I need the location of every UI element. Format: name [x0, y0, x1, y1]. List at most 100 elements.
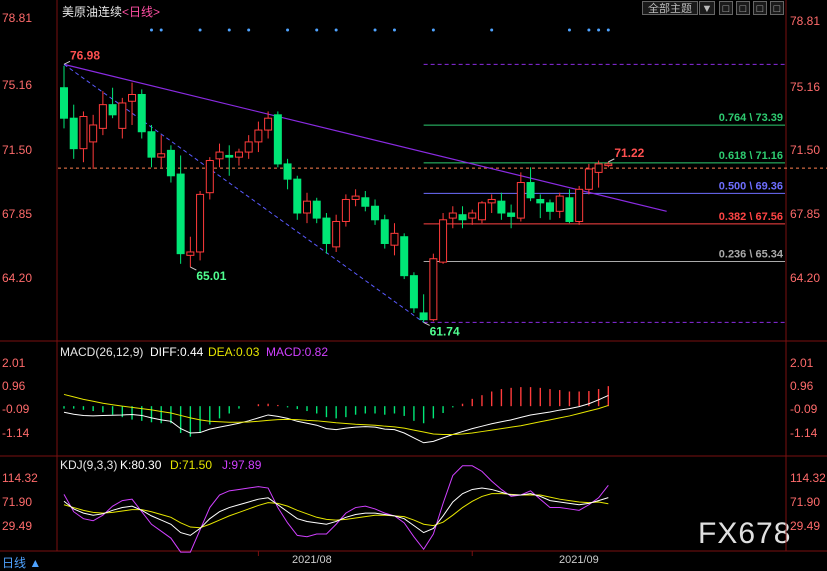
candle-body [584, 168, 593, 190]
macd-axis-tick-right: -0.09 [790, 402, 818, 416]
kdj-axis-tick-right: 71.90 [790, 495, 821, 509]
candle-body [361, 197, 370, 207]
candle-body [332, 220, 341, 248]
annotation-pointer [608, 158, 615, 163]
panel-icon: □ [773, 3, 781, 15]
candle-body [108, 104, 117, 116]
top-marker [567, 28, 571, 32]
candle-body [409, 275, 418, 309]
macd-axis-tick-right: -1.14 [790, 426, 818, 440]
trendline [63, 63, 667, 212]
kdj-k-line [63, 487, 609, 536]
macd-diff-label: DIFF:0.44 [150, 345, 204, 359]
window-button-2[interactable]: □ [736, 1, 750, 15]
price-axis-tick-right: 64.20 [790, 271, 821, 285]
candle-body [128, 93, 137, 102]
candle-body [303, 200, 311, 214]
candle-body [79, 116, 88, 150]
panel-icon: □ [739, 3, 747, 15]
candle-body [118, 102, 127, 129]
macd-axis-tick: -1.14 [2, 426, 30, 440]
footer-period-button[interactable]: 日线 ▲ [2, 556, 42, 570]
macd-label: MACD(26,12,9) [60, 345, 144, 359]
top-marker [286, 28, 290, 32]
kdj-label: KDJ(9,3,3) [60, 458, 118, 472]
top-marker [373, 28, 377, 32]
kdj-j-label: J:97.89 [222, 458, 262, 472]
kdj-k-label: K:80.30 [120, 458, 162, 472]
candle-body [322, 217, 331, 244]
fib-level-label: 0.500 \ 69.36 [719, 180, 783, 192]
candle-body [69, 117, 78, 150]
candle-body [497, 200, 506, 214]
theme-select-label: 全部主题 [648, 3, 692, 15]
candle-body [234, 151, 243, 158]
candle-body [604, 163, 613, 167]
kdj-axis-tick: 114.32 [2, 471, 38, 485]
top-marker [227, 28, 231, 32]
candle-body [400, 236, 409, 277]
candle-body [225, 154, 234, 158]
kdj-axis-tick-right: 114.32 [790, 471, 826, 485]
top-marker [198, 28, 202, 32]
macd-diff-line [63, 394, 609, 444]
candle-body [546, 202, 554, 212]
window-button-4[interactable]: □ [770, 1, 784, 15]
period-selector[interactable]: <日线> [122, 5, 161, 19]
candle-body [594, 163, 603, 173]
macd-axis-tick-right: 0.96 [790, 379, 814, 393]
candle-body [351, 195, 360, 200]
candle-body [283, 163, 292, 180]
window-button-1[interactable]: □ [719, 1, 733, 15]
candle-body [137, 93, 146, 133]
kdj-axis-tick-right: 29.49 [790, 519, 821, 533]
candle-body [536, 198, 545, 204]
price-axis-tick-right: 75.16 [790, 80, 821, 94]
candle-body [448, 212, 457, 219]
macd-axis-tick: -0.09 [2, 402, 30, 416]
candle-body [293, 178, 302, 214]
price-axis-tick-right: 78.81 [790, 14, 821, 28]
price-axis-tick: 75.16 [2, 78, 33, 92]
macd-axis-tick: 2.01 [2, 356, 26, 370]
price-axis-tick-right: 71.50 [790, 143, 821, 157]
window-button-3[interactable]: □ [753, 1, 767, 15]
candle-body [371, 205, 380, 221]
candle-body [565, 197, 574, 222]
macd-value-label: MACD:0.82 [266, 345, 329, 359]
candle-body [89, 124, 98, 143]
kdj-j-line [63, 465, 609, 553]
price-axis-tick: 67.85 [2, 207, 33, 221]
x-axis-date: 2021/08 [292, 554, 332, 566]
candle-body [176, 173, 185, 255]
candle-body [439, 219, 448, 263]
candle-body [341, 198, 350, 222]
candle-body [157, 153, 166, 158]
chevron-down-icon: ▼ [701, 3, 713, 15]
price-axis-tick: 71.50 [2, 143, 33, 157]
kdj-d-line [63, 493, 609, 529]
panel-icon: □ [722, 3, 730, 15]
candle-body [147, 131, 156, 158]
theme-dropdown-button[interactable]: ▼ [699, 1, 715, 15]
top-marker [597, 28, 601, 32]
macd-dea-line [63, 393, 609, 435]
candle-body [419, 312, 428, 321]
candle-body [507, 212, 516, 217]
price-annotation: 65.01 [196, 269, 226, 283]
candle-body [215, 151, 224, 160]
theme-select[interactable]: 全部主题 [642, 1, 698, 15]
candle-body [312, 200, 321, 219]
x-axis-date: 2021/09 [559, 554, 599, 566]
fib-level-label: 0.382 \ 67.56 [719, 211, 783, 223]
candle-body [254, 129, 263, 143]
candle-body [468, 212, 477, 219]
kdj-axis-tick: 71.90 [2, 495, 33, 509]
top-marker [159, 28, 163, 32]
fib-level-label: 0.236 \ 65.34 [719, 248, 784, 260]
top-marker [606, 28, 610, 32]
price-axis-tick-right: 67.85 [790, 207, 821, 221]
annotation-pointer [63, 60, 71, 65]
price-annotation: 76.98 [70, 48, 100, 62]
